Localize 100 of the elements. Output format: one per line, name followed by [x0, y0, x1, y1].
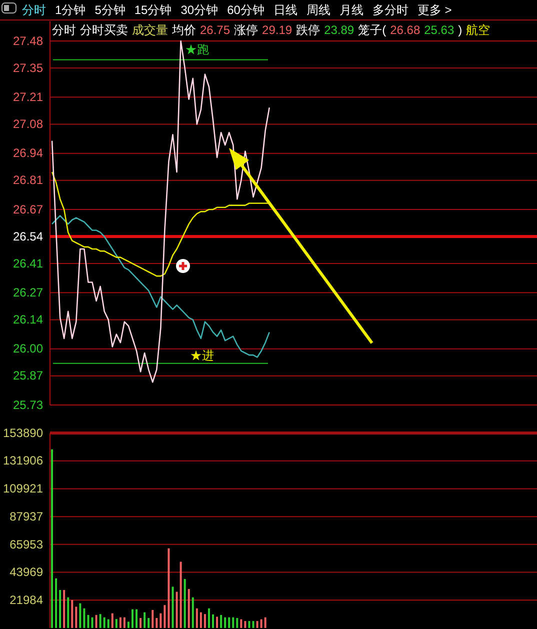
bar	[216, 616, 218, 628]
text: 60分钟	[227, 3, 264, 17]
text: 25.63	[424, 23, 454, 37]
text: 涨停	[234, 23, 258, 37]
y-tick-label: 43969	[10, 565, 44, 580]
bar	[168, 548, 170, 628]
bar	[55, 578, 58, 628]
bar	[111, 613, 114, 628]
y-tick-label: 27.35	[12, 60, 44, 75]
bar	[232, 617, 234, 628]
y-tick-label: 26.41	[12, 256, 44, 270]
bar	[87, 614, 90, 628]
bar	[196, 608, 198, 628]
bar	[220, 614, 222, 628]
y-tick-label: 26.14	[12, 312, 44, 327]
bar	[208, 608, 210, 628]
y-tick-label: 131906	[2, 454, 44, 468]
text: 23.89	[324, 23, 354, 37]
y-tick-label: 25.73	[12, 398, 44, 412]
bar	[103, 617, 106, 628]
text: 26.68	[390, 23, 420, 37]
y-tick-label: 26.67	[12, 202, 44, 216]
bar	[152, 610, 154, 628]
bar	[248, 621, 250, 628]
text: 分时	[52, 23, 76, 37]
text: )	[458, 23, 462, 37]
ref-line-label: ★进	[190, 348, 214, 362]
bar	[176, 592, 178, 628]
bar	[236, 618, 238, 628]
bar	[260, 619, 262, 628]
text: 周线	[306, 3, 330, 17]
y-tick-label: 109921	[2, 482, 44, 496]
bar	[264, 617, 266, 628]
bar	[256, 621, 258, 628]
bar	[164, 605, 166, 628]
ref-line-label: ★跑	[185, 42, 209, 57]
bar	[123, 617, 126, 628]
y-tick-label: 27.08	[12, 117, 44, 132]
y-tick-label: 26.94	[12, 146, 44, 160]
bar	[140, 618, 142, 628]
bar	[83, 608, 86, 628]
bar	[75, 606, 78, 628]
bar	[156, 618, 158, 628]
bar	[127, 622, 130, 628]
text: 1分钟	[55, 3, 86, 17]
text: 15分钟	[134, 3, 172, 17]
text: 成交量	[132, 23, 168, 37]
bar	[95, 614, 98, 628]
bar	[200, 612, 202, 628]
line-series	[51, 40, 270, 383]
bar	[212, 614, 214, 628]
y-tick-label: 87937	[10, 509, 44, 524]
bar	[188, 588, 190, 628]
text: 笼子(	[358, 23, 386, 37]
bar	[59, 590, 62, 628]
y-tick-label: 65953	[10, 537, 44, 552]
text: 26.75	[200, 23, 230, 37]
bar	[136, 609, 138, 628]
bar	[119, 617, 122, 628]
y-tick-label: 26.81	[12, 173, 44, 188]
text: 29.19	[262, 23, 292, 37]
text: 30分钟	[180, 3, 218, 17]
bar	[144, 612, 146, 628]
bar	[132, 609, 134, 628]
bar	[107, 619, 110, 628]
text: 跌停	[296, 23, 320, 37]
text: 月线	[339, 3, 364, 17]
bar	[224, 617, 226, 628]
text: 日线	[273, 3, 298, 17]
text: 更多 >	[417, 3, 452, 17]
line-series	[51, 171, 270, 277]
bar	[228, 617, 230, 628]
bar	[192, 597, 194, 628]
bar	[180, 562, 182, 628]
text: 分时买卖	[80, 23, 128, 37]
bar	[172, 586, 174, 628]
bar	[252, 621, 254, 628]
text: 航空	[466, 23, 490, 37]
bar	[244, 621, 246, 628]
bar	[204, 614, 206, 628]
bar	[51, 449, 54, 628]
text: 多分时	[372, 3, 408, 17]
y-tick-label: 26.27	[12, 286, 44, 300]
bar	[240, 619, 242, 628]
bar	[115, 619, 118, 628]
y-tick-label: 153890	[2, 426, 44, 440]
text: 分时	[22, 3, 46, 17]
bar	[91, 617, 94, 628]
y-tick-label: 26.54	[12, 229, 44, 244]
bar	[71, 600, 74, 628]
bar	[79, 603, 82, 628]
y-tick-label: 26.00	[12, 342, 44, 356]
text: 均价	[171, 23, 196, 37]
bar	[148, 618, 150, 628]
y-tick-label: 27.48	[12, 34, 44, 48]
y-tick-label: 21984	[10, 592, 44, 607]
bar	[184, 578, 186, 628]
bar	[67, 597, 70, 628]
bar	[160, 613, 162, 628]
y-tick-label: 25.87	[12, 368, 44, 383]
